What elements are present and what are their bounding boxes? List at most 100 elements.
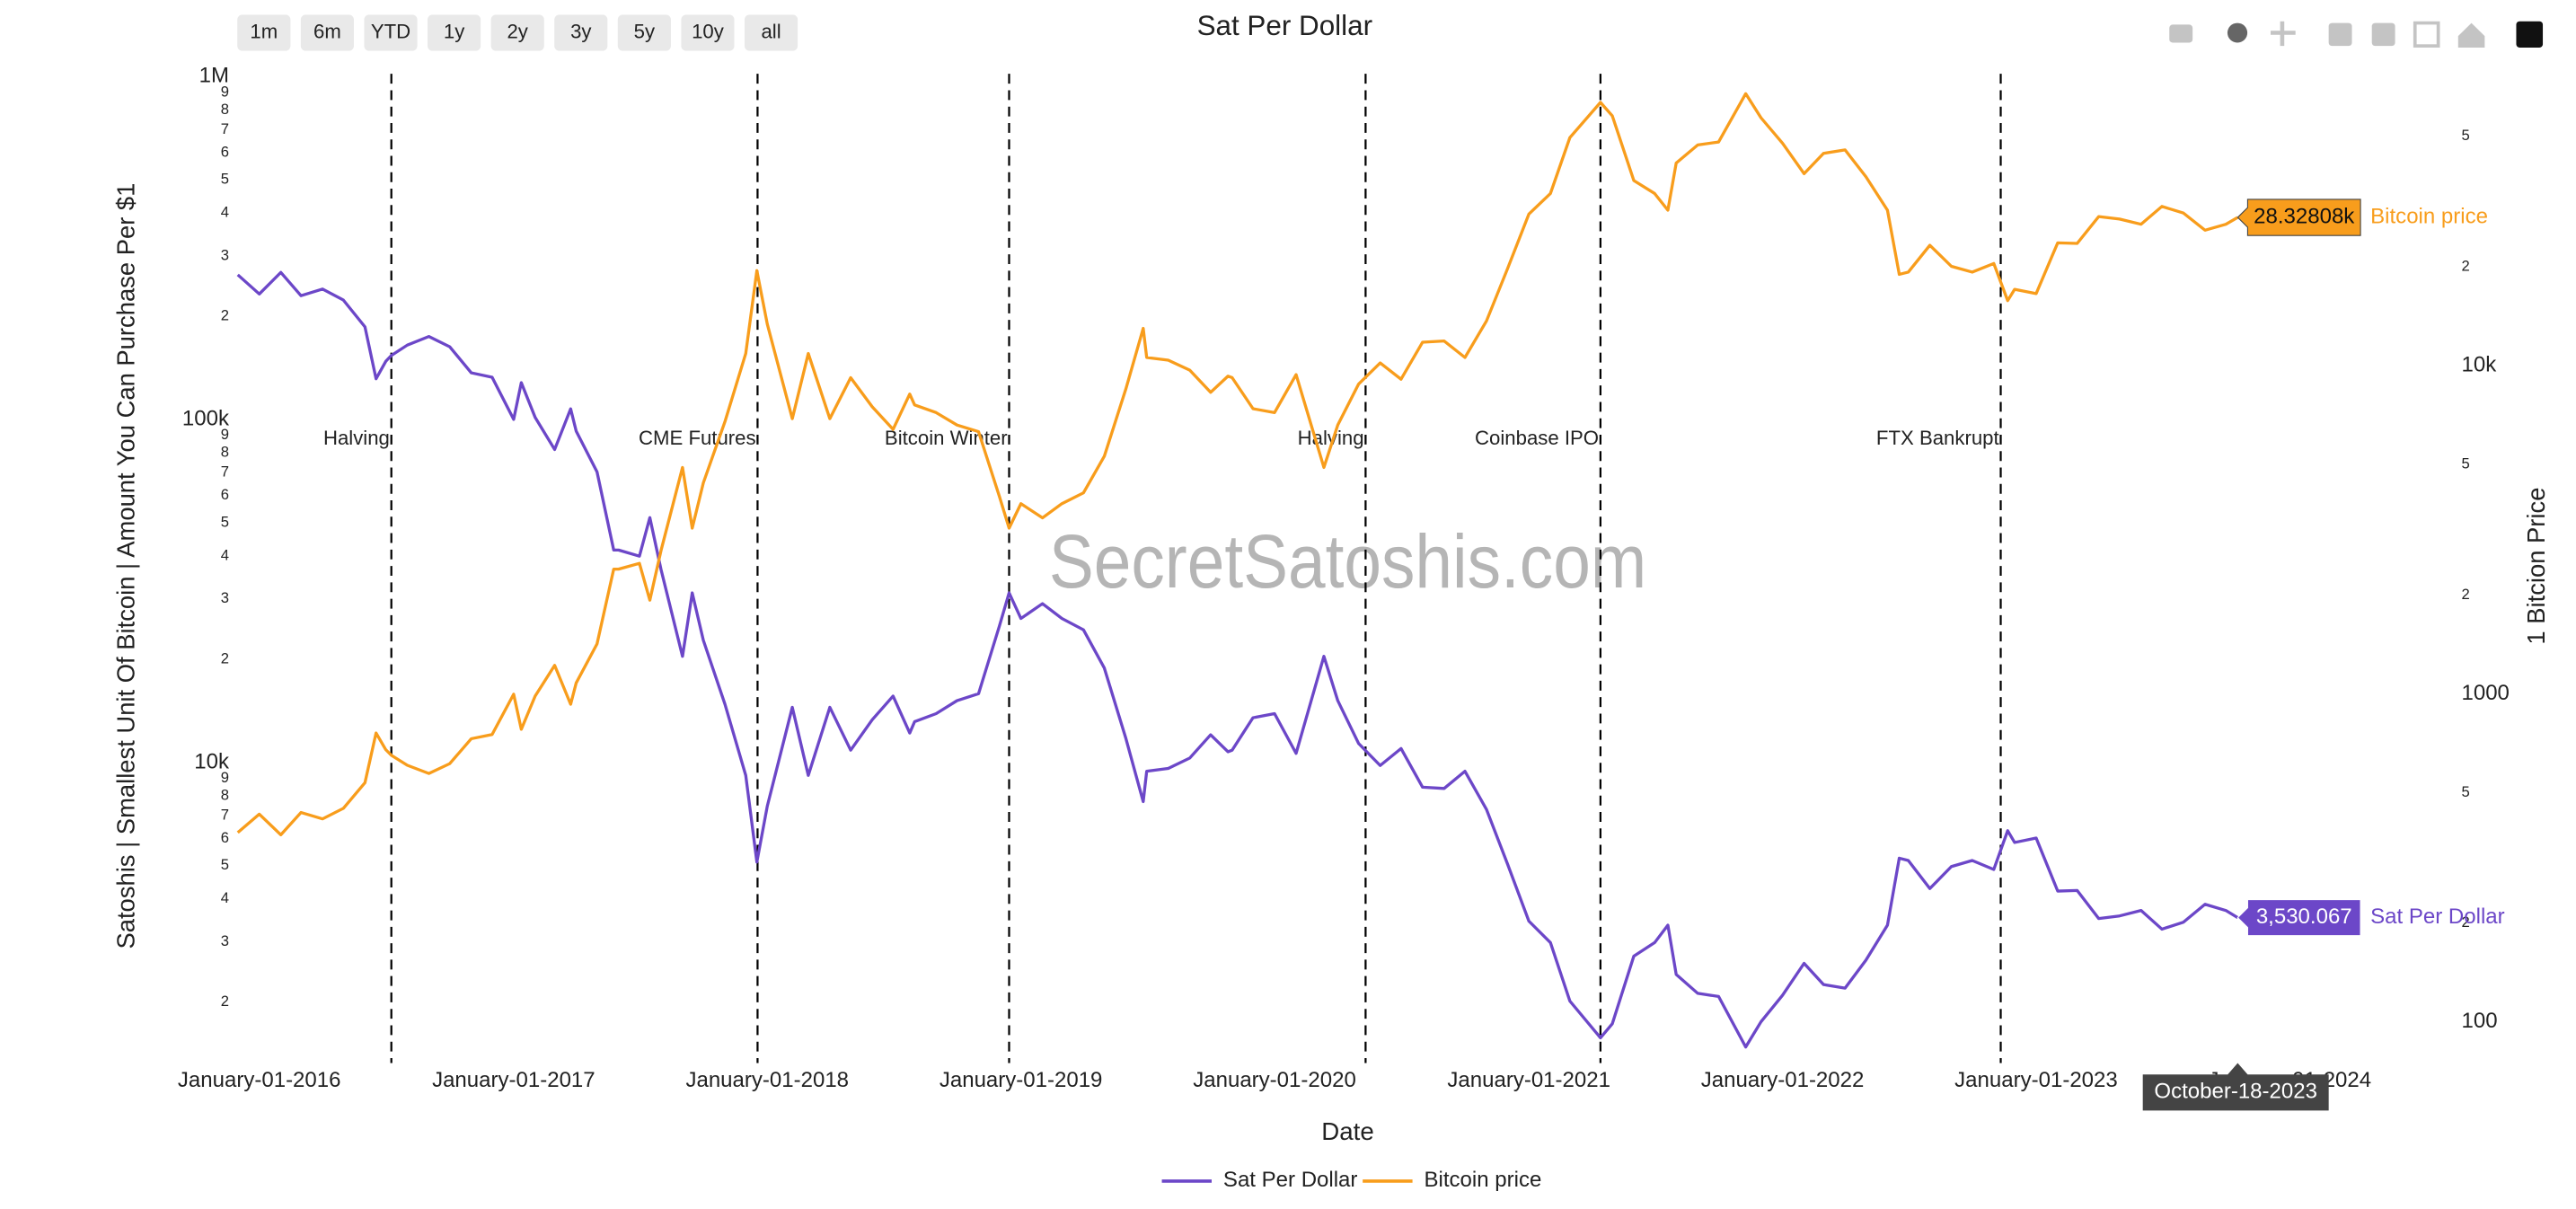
hover-x-box <box>2142 1063 2329 1111</box>
y2-axis-title: 1 Bitcion Price <box>2522 488 2550 645</box>
pan-icon[interactable] <box>2270 21 2296 47</box>
range-button[interactable]: 5y <box>617 14 671 51</box>
camera-icon[interactable] <box>2169 24 2193 43</box>
zoom-out-icon[interactable] <box>2371 22 2395 47</box>
y-tick-label: 9 <box>221 83 229 100</box>
hover-x-label: October-18-2023 <box>2154 1080 2317 1104</box>
range-button[interactable]: YTD <box>364 14 418 51</box>
range-button-bg <box>617 14 671 51</box>
event-label: FTX Bankrupt <box>1876 427 1999 449</box>
y-tick-label: 100k <box>182 407 229 431</box>
y-tick-label: 3 <box>221 247 229 264</box>
y-tick-label: 2 <box>221 993 229 1010</box>
hover-value: 3,530.067 <box>2256 905 2352 929</box>
y-tick-label: 9 <box>221 769 229 786</box>
y-tick-label: 6 <box>221 486 229 503</box>
y-tick-label: 4 <box>221 889 229 906</box>
x-axis-title: Date <box>1321 1117 1374 1145</box>
range-button-label: 6m <box>313 20 341 42</box>
modebar <box>2169 21 2544 48</box>
x-tick-label: January-01-2022 <box>1701 1068 1865 1092</box>
range-button-bg <box>681 14 735 51</box>
y-tick-label: 9 <box>221 426 229 443</box>
event-label: Coinbase IPO <box>1475 427 1599 449</box>
range-button-label: 1m <box>250 20 278 42</box>
range-button-label: 1y <box>444 20 464 42</box>
watermark: SecretSatoshis.com <box>1049 520 1646 604</box>
reset-icon[interactable] <box>2457 22 2485 48</box>
range-button-bg <box>428 14 481 51</box>
range-button[interactable]: 1m <box>237 14 291 51</box>
y-tick-label: 7 <box>221 807 229 824</box>
y2-tick-label: 100 <box>2461 1009 2497 1033</box>
hover-value: 28.32808k <box>2254 204 2354 228</box>
y-tick-label: 4 <box>221 547 229 564</box>
y-tick-label: 5 <box>221 171 229 188</box>
range-button-label: all <box>761 20 781 42</box>
x-tick-label: January-01-2020 <box>1193 1068 1356 1092</box>
range-button[interactable]: 3y <box>554 14 608 51</box>
y-tick-label: 6 <box>221 829 229 846</box>
x-tick-label: January-01-2023 <box>1954 1068 2118 1092</box>
range-button-label: 5y <box>634 20 655 42</box>
y-tick-label: 10k <box>194 749 229 773</box>
x-tick-label: January-01-2021 <box>1447 1068 1610 1092</box>
y-tick-label: 7 <box>221 463 229 481</box>
range-button-bg <box>364 14 418 51</box>
y2-tick-label: 2 <box>2461 586 2469 603</box>
series-line <box>236 270 2239 1049</box>
y2-tick-label: 1000 <box>2461 681 2509 705</box>
range-button-bg <box>554 14 608 51</box>
plotly-logo[interactable] <box>2516 21 2544 48</box>
y2-tick-label: 2 <box>2461 258 2469 275</box>
zoom-icon[interactable] <box>2227 22 2248 43</box>
y-tick-label: 3 <box>221 589 229 606</box>
y-tick-label: 4 <box>221 204 229 221</box>
y2-tick-label: 10k <box>2461 353 2496 377</box>
event-label: Halving <box>323 427 390 449</box>
y2-tick-label: 5 <box>2461 127 2469 144</box>
chart-title: Sat Per Dollar <box>1197 10 1372 41</box>
zoom-in-icon[interactable] <box>2328 22 2352 47</box>
legend-label: Sat Per Dollar <box>1223 1168 1358 1192</box>
range-button-label: 3y <box>570 20 591 42</box>
range-button-bg <box>237 14 291 51</box>
y-tick-label: 8 <box>221 101 229 118</box>
y2-tick-label: 2 <box>2461 913 2469 931</box>
y-tick-label: 2 <box>221 649 229 666</box>
y-tick-label: 8 <box>221 444 229 461</box>
range-button[interactable]: 2y <box>490 14 544 51</box>
range-button-bg <box>490 14 544 51</box>
y-tick-label: 3 <box>221 932 229 949</box>
y-tick-label: 5 <box>221 514 229 531</box>
range-button-label: YTD <box>371 20 410 42</box>
x-tick-label: January-01-2018 <box>685 1068 849 1092</box>
hover-box <box>2236 199 2361 236</box>
range-button[interactable]: 6m <box>300 14 354 51</box>
hover-series-name: Sat Per Dollar <box>2370 905 2505 929</box>
y2-tick-label: 5 <box>2461 783 2469 800</box>
range-button-label: 2y <box>507 20 527 42</box>
y-tick-label: 8 <box>221 786 229 803</box>
hover-series-name: Bitcoin price <box>2370 204 2488 228</box>
series-line <box>236 92 2239 837</box>
legend-label: Bitcoin price <box>1425 1168 1542 1192</box>
range-button[interactable]: 10y <box>681 14 735 51</box>
y-tick-label: 2 <box>221 307 229 324</box>
y-tick-label: 6 <box>221 144 229 161</box>
x-tick-label: January-01-2016 <box>178 1068 341 1092</box>
range-button[interactable]: 1y <box>428 14 481 51</box>
range-button-bg <box>744 14 798 51</box>
y-tick-label: 7 <box>221 120 229 137</box>
x-tick-label: January-01-2019 <box>940 1068 1103 1092</box>
range-button-bg <box>300 14 354 51</box>
range-button[interactable]: all <box>744 14 798 51</box>
event-label: CME Futures <box>639 427 756 449</box>
y-axis-title: Satoshis | Smallest Unit Of Bitcoin | Am… <box>111 183 139 949</box>
x-tick-label: January-01-2017 <box>432 1068 595 1092</box>
hover-box <box>2236 898 2361 937</box>
range-button-label: 10y <box>692 20 724 42</box>
autoscale-icon[interactable] <box>2413 21 2440 48</box>
